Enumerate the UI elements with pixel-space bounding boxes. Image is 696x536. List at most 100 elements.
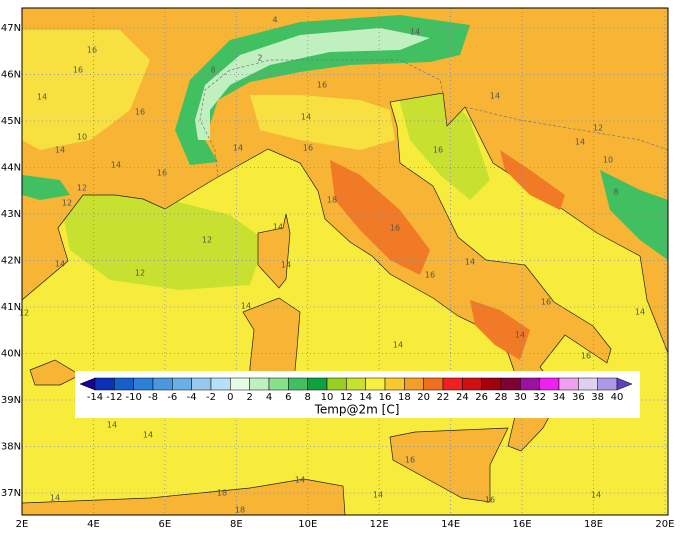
- contour-label: 4: [272, 16, 277, 25]
- contour-label: 18: [217, 489, 227, 498]
- contour-label: 14: [635, 308, 645, 317]
- france-south: [22, 30, 150, 150]
- y-tick-label: 43N: [1, 209, 21, 220]
- y-tick-label: 44N: [1, 163, 21, 174]
- colorbar-box: [500, 377, 521, 391]
- colorbar-tick-label: -4: [187, 392, 197, 403]
- colorbar-tick-label: 22: [437, 392, 450, 403]
- colorbar-tick-label: 34: [553, 392, 566, 403]
- colorbar-box: [133, 377, 154, 391]
- colorbar-tick-label: -12: [106, 392, 122, 403]
- y-tick-label: 41N: [1, 302, 21, 313]
- alps-high: [195, 28, 430, 140]
- contour-label: 16: [317, 81, 327, 90]
- border: [464, 106, 668, 151]
- contour-label: 14: [143, 431, 153, 440]
- colorbar-tick-label: 32: [533, 392, 546, 403]
- contour-label: 14: [273, 223, 283, 232]
- contour-label: 14: [295, 476, 305, 485]
- colorbar-tick-label: 26: [475, 392, 488, 403]
- colorbar-box: [384, 377, 405, 391]
- po-valley: [250, 95, 395, 150]
- colorbar-box: [268, 377, 289, 391]
- contour-label: 14: [37, 93, 47, 102]
- contour-label: 14: [591, 491, 601, 500]
- contour-label: 8: [210, 66, 215, 75]
- contour-label: 16: [73, 66, 83, 75]
- contour-label: 16: [87, 46, 97, 55]
- colorbar-box: [597, 377, 618, 391]
- colorbar-box: [520, 377, 540, 391]
- contour-label: 10: [77, 133, 87, 142]
- colorbar-tick-label: -2: [206, 392, 216, 403]
- colorbar-tick-label: 38: [591, 392, 604, 403]
- colorbar-box: [249, 377, 270, 391]
- colorbar-box: [423, 377, 444, 391]
- colorbar-box: [210, 377, 231, 391]
- y-tick-label: 42N: [1, 256, 21, 267]
- colorbar-box: [307, 377, 328, 391]
- colorbar-box: [365, 377, 386, 391]
- border: [199, 59, 444, 178]
- colorbar-tick-label: 20: [417, 392, 430, 403]
- contour-label: 14: [111, 161, 121, 170]
- contour-label: 14: [373, 491, 383, 500]
- colorbar-box: [462, 377, 482, 391]
- x-tick-label: 10E: [298, 519, 317, 530]
- south-warm: [470, 300, 530, 360]
- colorbar-box: [288, 377, 308, 391]
- apennine-warm: [330, 160, 430, 275]
- adriatic-cool: [398, 85, 490, 200]
- contour-label: 14: [490, 92, 500, 101]
- colorbar-tick-label: 36: [572, 392, 585, 403]
- colorbar-tick-label: -14: [87, 392, 103, 403]
- colorbar-box: [578, 377, 598, 391]
- contour-label: 16: [425, 271, 435, 280]
- contour-label: 10: [603, 156, 613, 165]
- x-tick-label: 20E: [655, 519, 674, 530]
- contour-label: 18: [327, 196, 337, 205]
- colorbar-box: [191, 377, 212, 391]
- colorbar-tick-label: 14: [359, 392, 372, 403]
- contour-label: 14: [107, 421, 117, 430]
- contour-label: 14: [301, 113, 311, 122]
- gulf-of-lion-cool: [60, 185, 265, 290]
- frame: [21, 7, 669, 516]
- colorbar-box: [346, 377, 366, 391]
- contour-label: 16: [390, 224, 400, 233]
- africa: [22, 478, 346, 515]
- colorbar-tick-label: 4: [266, 392, 272, 403]
- croatia-warm: [500, 150, 565, 210]
- colorbar-tick-label: -10: [125, 392, 141, 403]
- colorbar-box: [481, 377, 502, 391]
- x-tick-label: 6E: [159, 519, 172, 530]
- x-tick-label: 16E: [513, 519, 532, 530]
- colorbar-box: [152, 377, 173, 391]
- contour-label: 12: [135, 269, 145, 278]
- colorbar-tick-label: 16: [379, 392, 392, 403]
- contour-label: 14: [575, 138, 585, 147]
- contour-label: 14: [50, 494, 60, 503]
- colorbar-tick-label: -6: [167, 392, 177, 403]
- colorbar-box: [230, 377, 250, 391]
- contour-label: 16: [433, 146, 443, 155]
- colorbar-box: [404, 377, 424, 391]
- colorbar-box: [172, 377, 192, 391]
- colorbar-tick-label: 28: [495, 392, 508, 403]
- colorbar-box: [442, 377, 463, 391]
- x-tick-label: 18E: [584, 519, 603, 530]
- balkan-high: [600, 170, 668, 260]
- colorbar-tick-label: 40: [611, 392, 624, 403]
- colorbar-tick-label: 8: [304, 392, 310, 403]
- baleares: [29, 359, 81, 386]
- y-tick-label: 45N: [1, 116, 21, 127]
- contour-label: 12: [77, 184, 87, 193]
- colorbar: -14 -12 -10 -8 -6 -4 -2 0 2 4 6 8 10 12 14 16 18 20 22 24 26…: [79, 377, 633, 403]
- contour-labels: 16 16 14 10 14 14 12 12 16 16 12 12 14 12 14 14 14 14 16 14…: [19, 16, 645, 515]
- contour-label: 16: [135, 108, 145, 117]
- colorbar-tick-label: 0: [227, 392, 233, 403]
- colorbar-tick-label: 12: [340, 392, 353, 403]
- contour-label: 14: [515, 331, 525, 340]
- contour-label: 16: [303, 144, 313, 153]
- colorbar-tick-label: 10: [321, 392, 334, 403]
